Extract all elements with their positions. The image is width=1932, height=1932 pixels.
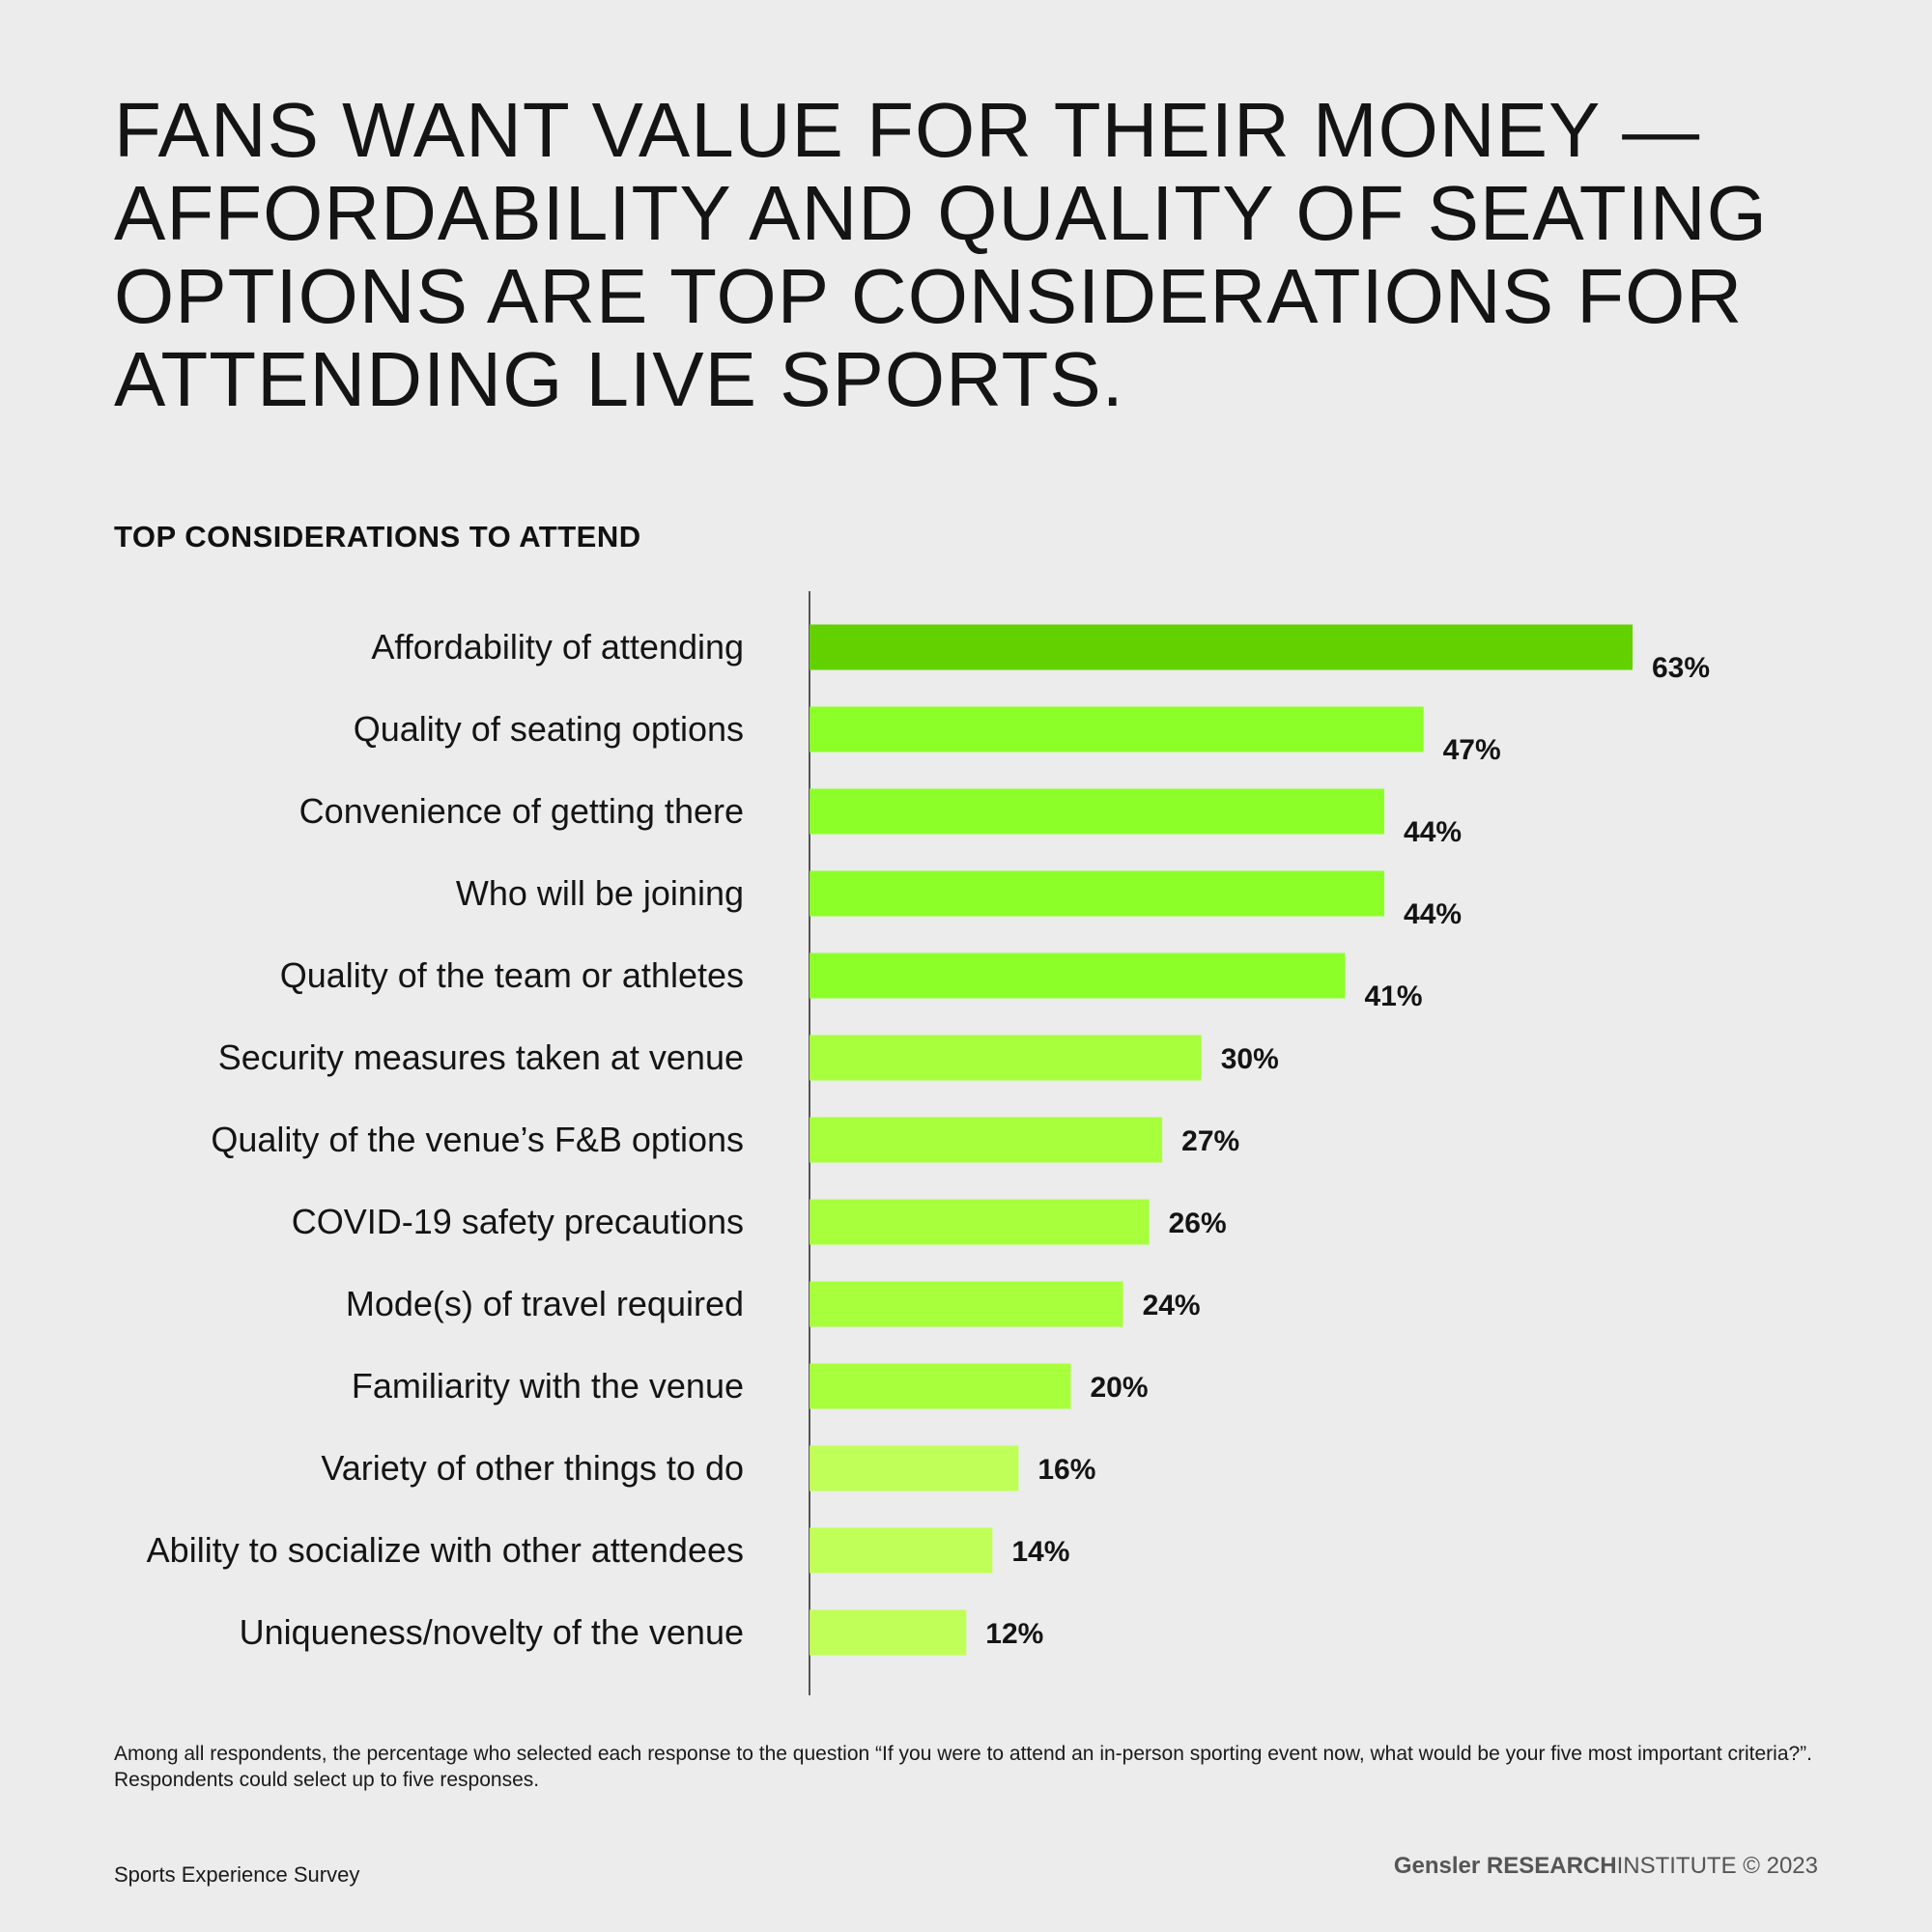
title-line-3: OPTIONS ARE TOP CONSIDERATIONS FOR: [114, 253, 1744, 339]
value-label: 16%: [1037, 1454, 1095, 1486]
category-label: Affordability of attending: [371, 627, 744, 667]
value-label: 44%: [1404, 898, 1462, 930]
bar: [810, 1117, 1163, 1163]
bar: [810, 706, 1424, 753]
brand-institute: INSTITUTE: [1616, 1853, 1737, 1879]
brand-copyright: © 2023: [1743, 1853, 1818, 1879]
category-label: Who will be joining: [456, 873, 744, 913]
bar: [810, 1609, 967, 1656]
category-label: COVID-19 safety precautions: [292, 1202, 744, 1241]
brand-research: RESEARCH: [1486, 1853, 1617, 1879]
page-title: FANS WANT VALUE FOR THEIR MONEY — AFFORD…: [114, 89, 1853, 421]
value-label: 47%: [1443, 734, 1501, 766]
bar: [810, 788, 1385, 835]
source-label: Sports Experience Survey: [114, 1862, 360, 1887]
chart-title: TOP CONSIDERATIONS TO ATTEND: [114, 520, 641, 554]
category-label: Quality of seating options: [354, 709, 744, 749]
value-label: 41%: [1364, 980, 1422, 1012]
category-label: Familiarity with the venue: [352, 1366, 744, 1406]
category-label: Variety of other things to do: [321, 1448, 744, 1488]
brand-footer: Gensler RESEARCHINSTITUTE © 2023: [1394, 1853, 1818, 1880]
bar: [810, 952, 1346, 999]
value-label: 14%: [1011, 1536, 1069, 1568]
category-label: Uniqueness/novelty of the venue: [240, 1612, 744, 1652]
title-line-4: ATTENDING LIVE SPORTS.: [114, 336, 1124, 422]
bar: [810, 1035, 1202, 1081]
category-label: Quality of the team or athletes: [280, 955, 744, 995]
bar: [810, 1363, 1071, 1409]
value-label: 63%: [1652, 652, 1710, 684]
footnote: Among all respondents, the percentage wh…: [114, 1743, 1813, 1791]
bar: [810, 870, 1385, 917]
value-label: 27%: [1181, 1125, 1239, 1157]
value-label: 44%: [1404, 816, 1462, 848]
title-line-2: AFFORDABILITY AND QUALITY OF SEATING: [114, 170, 1768, 256]
category-label: Convenience of getting there: [299, 791, 744, 831]
value-label: 30%: [1221, 1043, 1279, 1075]
title-line-1: FANS WANT VALUE FOR THEIR MONEY —: [114, 87, 1701, 173]
bar: [810, 1199, 1150, 1245]
bar: [810, 1527, 993, 1574]
category-label: Quality of the venue’s F&B options: [211, 1120, 744, 1159]
bar: [810, 624, 1633, 670]
bar: [810, 1445, 1019, 1492]
category-label: Mode(s) of travel required: [346, 1284, 744, 1323]
value-label: 20%: [1090, 1372, 1148, 1404]
value-label: 24%: [1143, 1290, 1201, 1321]
bar-chart: Affordability of attending 63% Quality of …: [147, 591, 1710, 1695]
brand-name: Gensler: [1393, 1853, 1481, 1879]
category-label: Security measures taken at venue: [218, 1037, 744, 1077]
value-label: 26%: [1169, 1208, 1227, 1239]
value-label: 12%: [985, 1618, 1043, 1650]
bar: [810, 1281, 1123, 1327]
category-label: Ability to socialize with other attendee…: [147, 1530, 744, 1570]
